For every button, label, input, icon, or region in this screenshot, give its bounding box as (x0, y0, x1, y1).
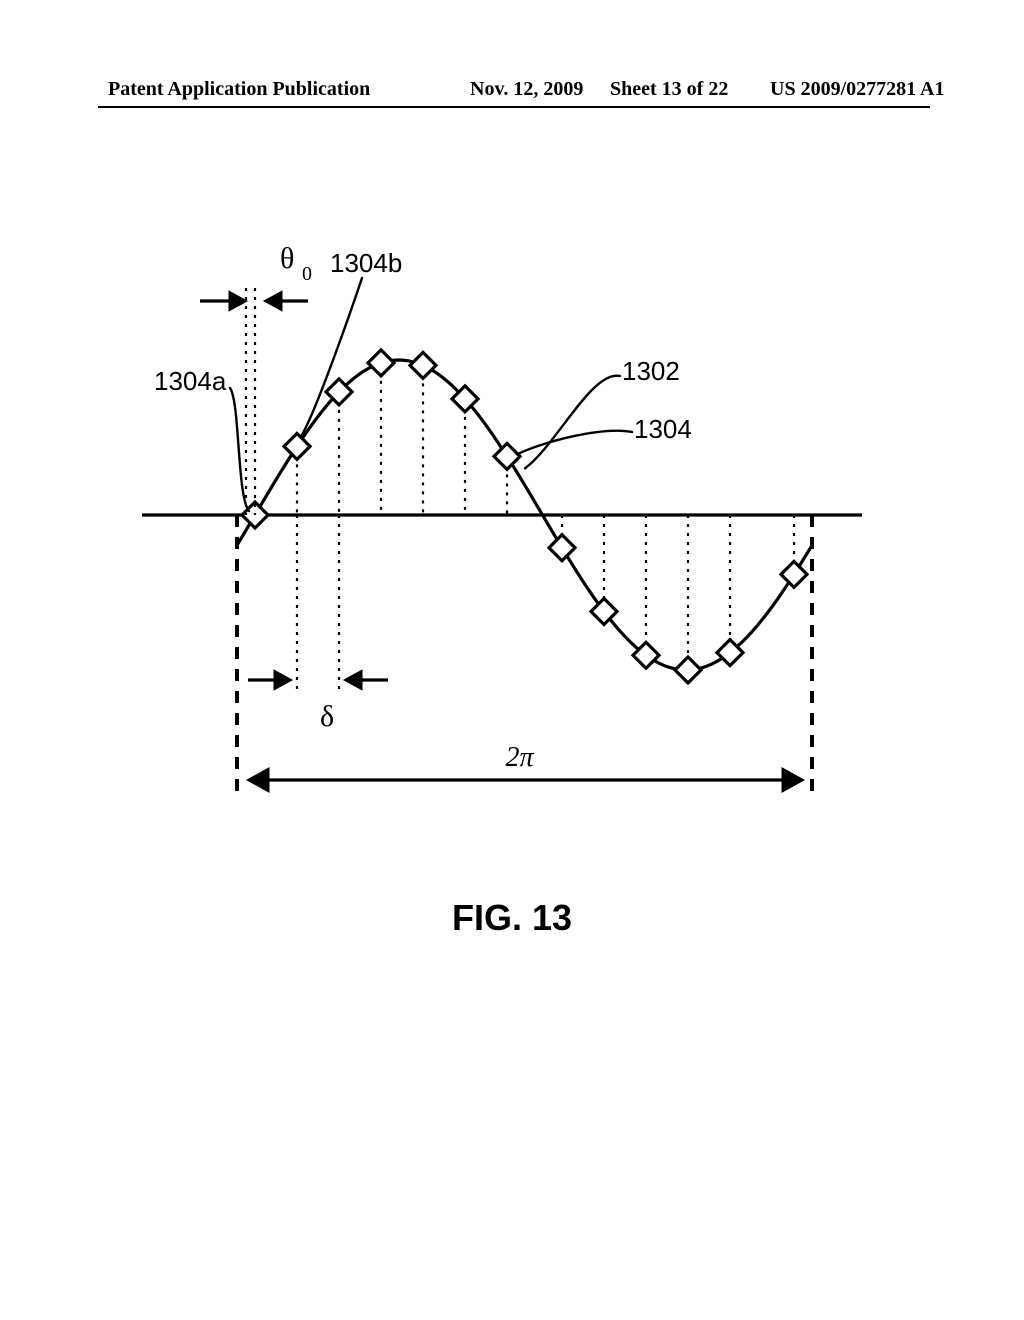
svg-text:1304a: 1304a (154, 366, 227, 396)
svg-text:1304b: 1304b (330, 248, 402, 278)
svg-text:FIG. 13: FIG. 13 (452, 897, 572, 938)
svg-text:θ: θ (280, 242, 294, 275)
svg-text:δ: δ (320, 700, 334, 733)
header-rule (98, 106, 930, 108)
header-date: Nov. 12, 2009 (470, 78, 583, 101)
svg-text:1304: 1304 (634, 414, 692, 444)
figure-svg: θ0 1304b 1304a 1302 1304 δ 2π FIG. 13 (62, 170, 962, 1070)
header-publication: Patent Application Publication (108, 78, 370, 101)
svg-text:0: 0 (302, 263, 312, 285)
svg-text:1302: 1302 (622, 356, 680, 386)
svg-text:2π: 2π (505, 742, 534, 773)
figure-13: θ0 1304b 1304a 1302 1304 δ 2π FIG. 13 (62, 170, 962, 1170)
header-sheet: Sheet 13 of 22 (610, 78, 728, 101)
page: Patent Application Publication Nov. 12, … (0, 0, 1024, 1320)
header-number: US 2009/0277281 A1 (770, 78, 944, 101)
